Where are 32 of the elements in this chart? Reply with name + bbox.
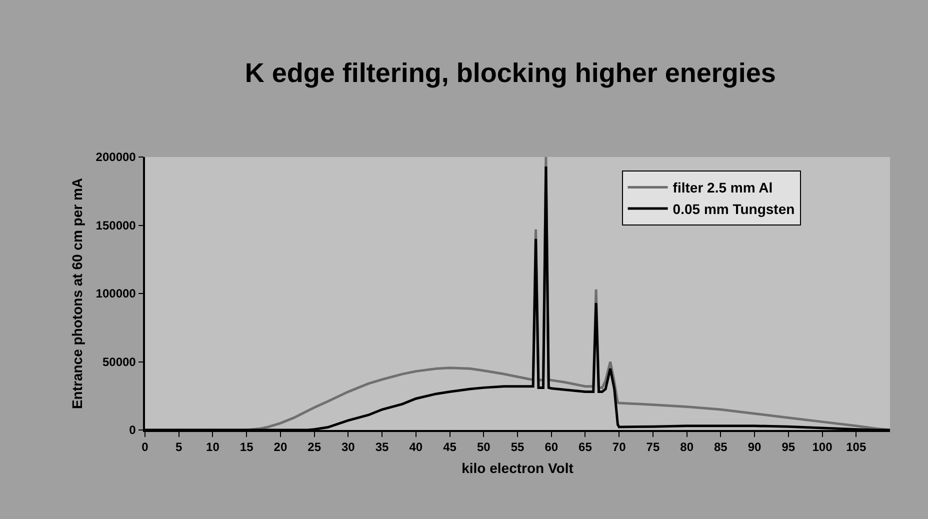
x-tick-label: 15 — [240, 440, 254, 454]
y-tick-label: 0 — [129, 423, 136, 438]
x-tick-label: 90 — [748, 440, 762, 454]
x-tick-label: 95 — [782, 440, 796, 454]
y-tick-label: 200000 — [96, 150, 136, 164]
chart-title: K edge filtering, blocking higher energies — [244, 58, 776, 88]
x-tick-label: 45 — [443, 440, 457, 454]
x-tick-label: 100 — [812, 440, 833, 454]
x-tick-label: 55 — [510, 440, 524, 454]
x-tick-label: 0 — [142, 440, 149, 454]
y-axis-title: Entrance photons at 60 cm per mA — [68, 178, 85, 410]
x-tick-label: 85 — [714, 440, 728, 454]
y-tick-label: 50000 — [102, 354, 136, 369]
y-tick-label: 150000 — [96, 218, 136, 232]
x-tick-label: 60 — [544, 440, 558, 454]
x-tick-label: 75 — [646, 440, 660, 454]
x-tick-label: 20 — [274, 440, 288, 454]
x-axis-title: kilo electron Volt — [462, 460, 574, 476]
legend-label: 0.05 mm Tungsten — [672, 200, 795, 217]
x-tick-label: 25 — [308, 440, 322, 454]
x-tick-label: 5 — [176, 440, 183, 454]
legend-label: filter 2.5 mm Al — [672, 180, 773, 196]
x-tick-label: 10 — [206, 440, 220, 454]
x-tick-label: 30 — [342, 440, 356, 454]
x-tick-label: 80 — [680, 440, 694, 454]
x-tick-label: 35 — [375, 440, 390, 454]
x-tick-label: 70 — [612, 440, 626, 454]
x-tick-label: 105 — [846, 440, 866, 454]
x-tick-label: 50 — [476, 440, 491, 454]
y-tick-label: 100000 — [96, 286, 136, 301]
x-tick-label: 65 — [578, 440, 592, 454]
x-tick-label: 40 — [409, 440, 423, 454]
